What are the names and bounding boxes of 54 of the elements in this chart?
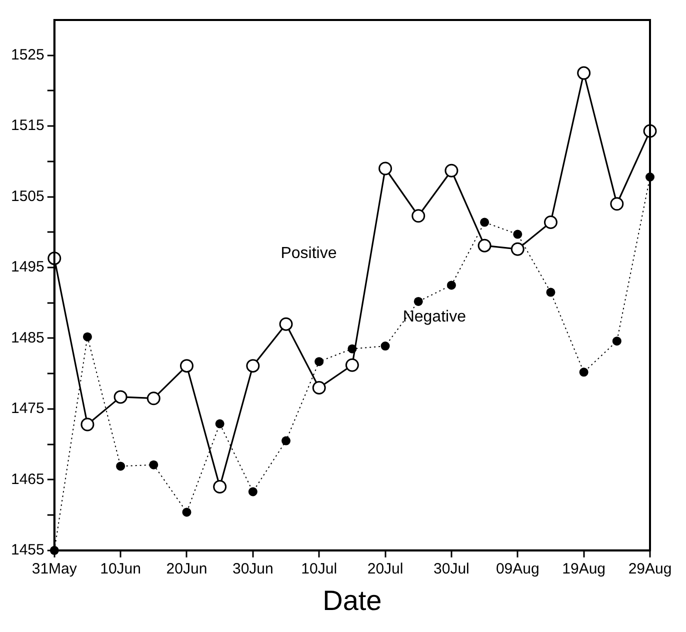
point bbox=[215, 419, 224, 428]
x-tick-label: 10Jun bbox=[100, 560, 141, 578]
point bbox=[312, 380, 326, 394]
x-tick-label: 30Jul bbox=[434, 560, 470, 578]
point bbox=[612, 336, 622, 346]
point bbox=[282, 436, 291, 446]
y-tick-label: 1485 bbox=[10, 329, 44, 346]
y-tick-label: 1525 bbox=[10, 46, 44, 64]
y-tick-label: 1515 bbox=[10, 117, 44, 134]
x-tick-label: 20Jun bbox=[166, 560, 208, 578]
point bbox=[414, 296, 423, 306]
x-tick-label: 30Jun bbox=[232, 560, 274, 578]
series-label: Negative bbox=[402, 308, 466, 326]
y-tick-label: 1455 bbox=[10, 542, 44, 559]
point bbox=[510, 242, 524, 256]
point bbox=[114, 390, 128, 404]
point bbox=[213, 480, 227, 494]
point bbox=[82, 332, 92, 342]
point bbox=[412, 209, 426, 223]
point bbox=[378, 162, 392, 176]
point bbox=[279, 317, 293, 331]
point bbox=[146, 392, 160, 406]
point bbox=[478, 238, 492, 252]
x-axis-title: Date bbox=[322, 584, 382, 616]
point bbox=[577, 66, 591, 80]
point bbox=[182, 508, 192, 517]
point bbox=[248, 487, 258, 496]
x-tick-label: 31May bbox=[32, 560, 78, 578]
point bbox=[610, 197, 624, 211]
y-tick-label: 1495 bbox=[10, 258, 44, 276]
text: Positive bbox=[280, 244, 337, 262]
x-tick-label: 19Aug bbox=[562, 560, 606, 578]
point bbox=[380, 342, 390, 351]
point bbox=[345, 358, 359, 372]
point bbox=[546, 288, 556, 297]
point bbox=[544, 216, 558, 230]
point bbox=[116, 462, 126, 471]
y-tick-label: 1475 bbox=[10, 400, 44, 418]
point bbox=[513, 230, 522, 239]
x-tick-label: 20Jul bbox=[367, 560, 404, 578]
point bbox=[314, 357, 324, 366]
point bbox=[80, 418, 94, 432]
x-tick-label: 09Aug bbox=[496, 560, 540, 578]
point bbox=[246, 359, 260, 373]
x-tick-label: 29Aug bbox=[628, 560, 672, 578]
point bbox=[444, 164, 458, 178]
y-tick-label: 1505 bbox=[10, 188, 44, 205]
point bbox=[579, 368, 588, 377]
y-tick-label: 1465 bbox=[10, 470, 44, 488]
point bbox=[149, 460, 158, 470]
point bbox=[480, 218, 490, 227]
point bbox=[180, 359, 194, 373]
point bbox=[446, 280, 456, 290]
x-tick-label: 10Jul bbox=[301, 560, 338, 578]
